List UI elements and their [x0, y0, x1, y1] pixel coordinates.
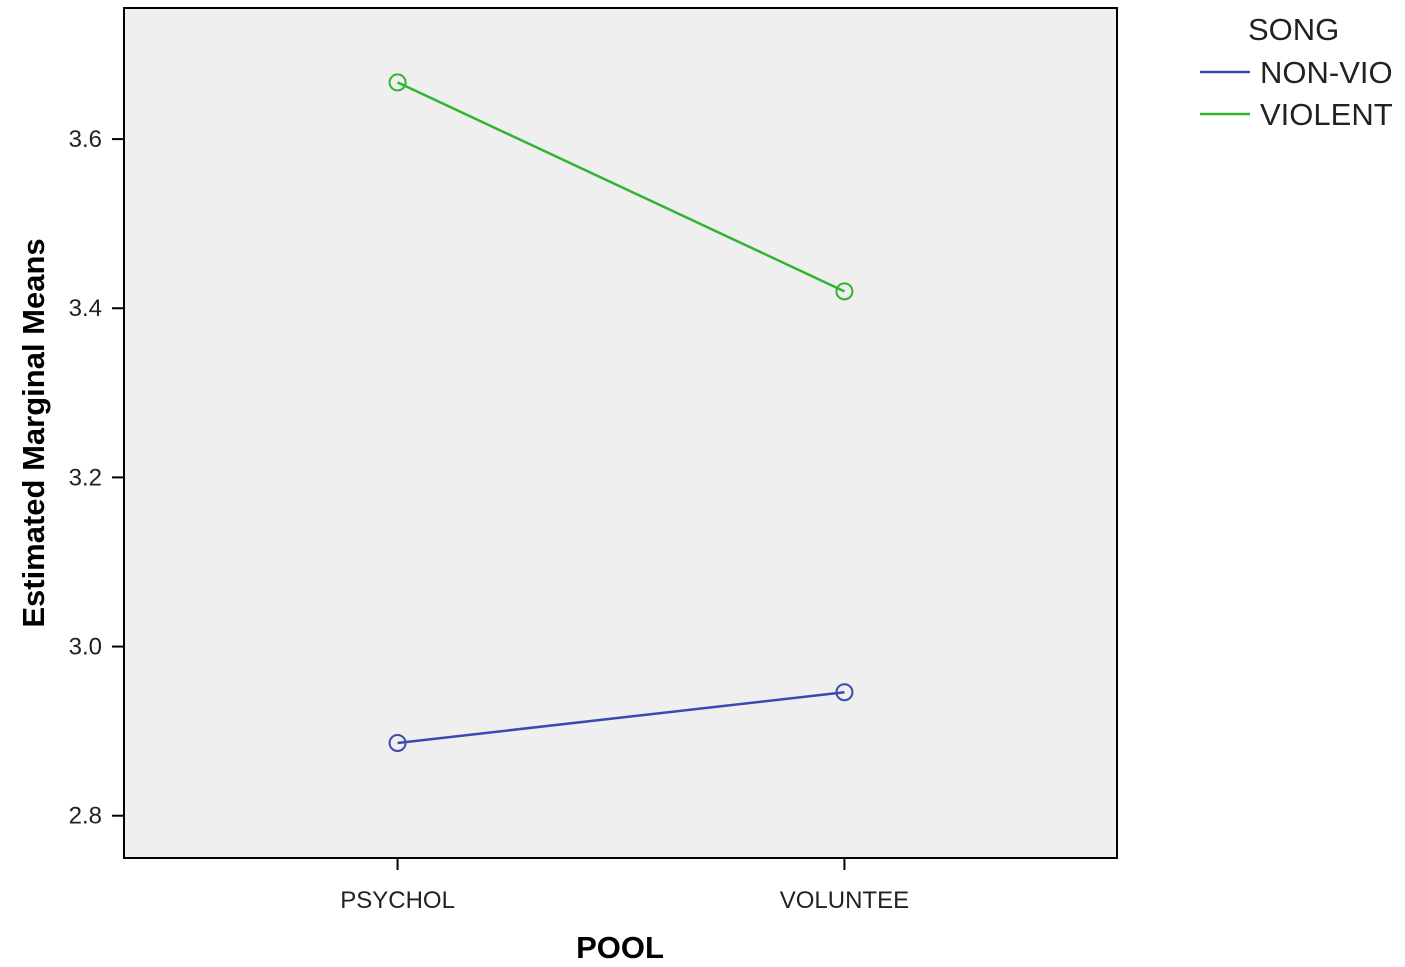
legend: SONG NON-VIO VIOLENT: [1200, 12, 1393, 132]
data-point-non-vio: [835, 683, 854, 702]
y-tick-label: 3.2: [69, 464, 102, 491]
series-line-violent: [397, 81, 845, 293]
data-point-violent: [388, 73, 407, 92]
plot-area: [123, 7, 1118, 859]
x-tick-label: PSYCHOL: [340, 887, 455, 914]
x-axis-title: POOL: [576, 930, 664, 965]
x-axis: PSYCHOL VOLUNTEE: [340, 858, 909, 914]
y-axis: 2.8 3.0 3.2 3.4 3.6: [69, 126, 124, 830]
legend-title: SONG: [1248, 12, 1339, 47]
series-layer: [388, 73, 854, 752]
y-tick-label: 3.0: [69, 634, 102, 661]
y-axis-title: Estimated Marginal Means: [16, 238, 51, 627]
x-tick-label: VOLUNTEE: [780, 887, 909, 914]
y-tick-label: 3.4: [69, 295, 102, 322]
y-tick-label: 2.8: [69, 803, 102, 830]
y-tick-label: 3.6: [69, 126, 102, 153]
data-point-non-vio: [388, 733, 407, 752]
data-point-violent: [835, 282, 854, 301]
series-line-non-vio: [397, 690, 845, 745]
legend-label: VIOLENT: [1260, 97, 1393, 132]
legend-label: NON-VIO: [1260, 55, 1393, 90]
